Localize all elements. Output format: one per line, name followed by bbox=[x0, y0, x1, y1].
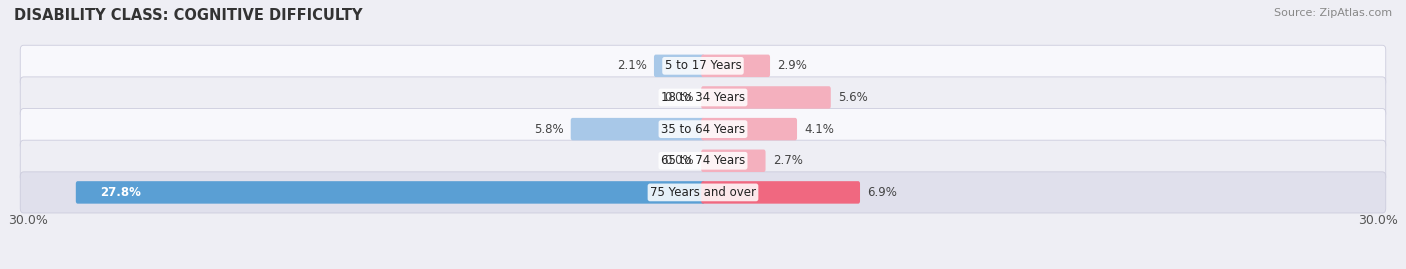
FancyBboxPatch shape bbox=[20, 45, 1386, 86]
FancyBboxPatch shape bbox=[702, 181, 860, 204]
Text: 35 to 64 Years: 35 to 64 Years bbox=[661, 123, 745, 136]
Text: 2.7%: 2.7% bbox=[773, 154, 803, 167]
FancyBboxPatch shape bbox=[20, 172, 1386, 213]
FancyBboxPatch shape bbox=[702, 86, 831, 109]
Text: Source: ZipAtlas.com: Source: ZipAtlas.com bbox=[1274, 8, 1392, 18]
FancyBboxPatch shape bbox=[702, 118, 797, 140]
Legend: Male, Female: Male, Female bbox=[631, 266, 775, 269]
Text: 18 to 34 Years: 18 to 34 Years bbox=[661, 91, 745, 104]
Text: 5.8%: 5.8% bbox=[534, 123, 564, 136]
FancyBboxPatch shape bbox=[76, 181, 704, 204]
Text: DISABILITY CLASS: COGNITIVE DIFFICULTY: DISABILITY CLASS: COGNITIVE DIFFICULTY bbox=[14, 8, 363, 23]
FancyBboxPatch shape bbox=[20, 77, 1386, 118]
FancyBboxPatch shape bbox=[20, 140, 1386, 181]
Text: 5 to 17 Years: 5 to 17 Years bbox=[665, 59, 741, 72]
Text: 4.1%: 4.1% bbox=[804, 123, 834, 136]
Text: 2.1%: 2.1% bbox=[617, 59, 647, 72]
FancyBboxPatch shape bbox=[702, 150, 765, 172]
Text: 75 Years and over: 75 Years and over bbox=[650, 186, 756, 199]
Text: 0.0%: 0.0% bbox=[665, 154, 695, 167]
Text: 6.9%: 6.9% bbox=[868, 186, 897, 199]
Text: 0.0%: 0.0% bbox=[665, 91, 695, 104]
FancyBboxPatch shape bbox=[654, 55, 704, 77]
Text: 2.9%: 2.9% bbox=[778, 59, 807, 72]
Text: 27.8%: 27.8% bbox=[100, 186, 141, 199]
FancyBboxPatch shape bbox=[20, 109, 1386, 150]
Text: 65 to 74 Years: 65 to 74 Years bbox=[661, 154, 745, 167]
FancyBboxPatch shape bbox=[702, 55, 770, 77]
FancyBboxPatch shape bbox=[571, 118, 704, 140]
Text: 5.6%: 5.6% bbox=[838, 91, 868, 104]
